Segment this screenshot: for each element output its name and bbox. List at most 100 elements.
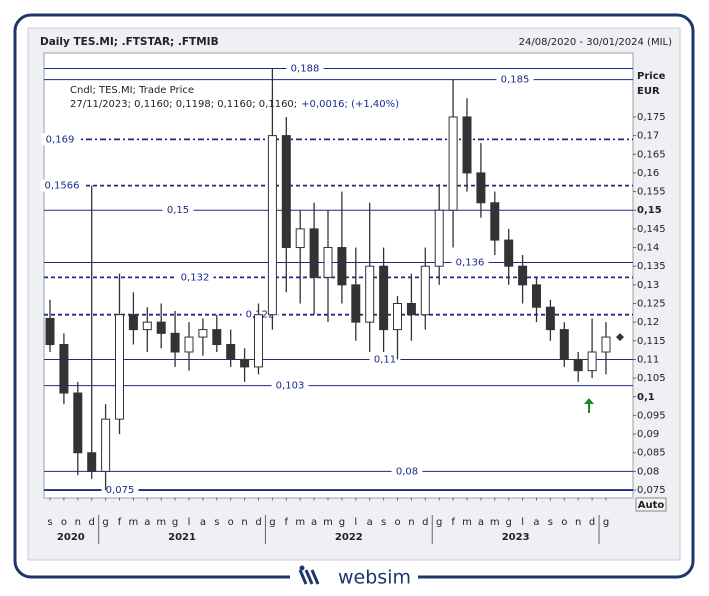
candle-body [323,247,333,278]
x-tick-label: d [89,517,95,528]
level-label: 0,132 [181,272,210,283]
y-tick-label: 0,135 [637,261,666,272]
x-tick-label: f [451,517,455,528]
x-tick-label: l [521,517,524,528]
y-tick-label: 0,08 [637,466,659,477]
x-tick-label: d [255,517,261,528]
x-tick-label: g [172,517,178,528]
x-tick-label: o [561,517,567,528]
date-range: 24/08/2020 - 30/01/2024 (MIL) [519,37,672,48]
arrow-icon [584,398,594,413]
x-tick-label: s [381,517,386,528]
x-tick-label: s [47,517,52,528]
x-tick-label: n [575,517,581,528]
candle-body [476,172,486,204]
y-tick-label: 0,11 [637,354,659,365]
x-tick-label: n [241,517,247,528]
candle-body [87,452,97,472]
chart-title: Daily TES.MI; .FTSTAR; .FTMIB [40,36,219,48]
candle-body [393,303,402,331]
candle-body [73,392,83,454]
candle-body [406,303,416,316]
y-tick-label: 0,095 [637,410,666,421]
x-tick-label: l [188,517,191,528]
y-tick-label: 0,175 [637,112,666,123]
level-label: 0,075 [106,485,135,496]
x-tick-label: m [490,517,500,528]
x-tick-label: g [339,517,345,528]
candle-body [281,135,291,249]
candle-body [434,209,444,267]
candle-body [156,321,166,334]
year-label: 2022 [335,532,363,543]
candle-body [184,336,194,353]
x-tick-label: m [295,517,305,528]
x-tick-label: g [436,517,442,528]
level-label: 0,1566 [45,181,80,192]
y-tick-label: 0,17 [637,131,659,142]
candle-body [337,247,347,286]
x-tick-label: s [214,517,219,528]
level-label: 0,185 [501,75,530,86]
auto-label[interactable]: Auto [638,500,665,511]
auto-button[interactable] [635,497,667,512]
x-tick-label: a [367,517,373,528]
candle-body [559,329,569,360]
x-tick-label: o [394,517,400,528]
x-tick-label: l [354,517,357,528]
level-label-bg [369,353,401,366]
candle-body [601,336,611,353]
info-values: 27/11/2023; 0,1160; 0,1198; 0,1160; 0,11… [70,99,297,110]
y-label: Price [637,71,666,82]
candle-body [115,314,124,420]
x-tick-label: a [200,517,206,528]
legend: Cndl; TES.MI; Trade Price [70,85,194,96]
candle-body [128,314,138,331]
logo-bg [290,566,418,588]
level-label-bg [162,204,194,217]
candle-body [490,202,500,241]
x-tick-label: a [478,517,484,528]
candle-body [226,344,236,360]
y-unit: EUR [637,86,660,97]
candle-body [532,284,541,308]
level-label-bg [451,256,489,269]
level-label: 0,188 [291,63,320,74]
level-label-bg [101,484,139,497]
y-tick-label: 0,16 [637,168,659,179]
year-label: 2021 [168,532,196,543]
y-tick-label: 0,13 [637,280,659,291]
y-tick-label: 0,075 [637,485,666,496]
candle-body [545,306,555,331]
x-tick-label: f [285,517,289,528]
x-tick-label: f [118,517,122,528]
x-tick-label: o [61,517,67,528]
candle-body [587,351,597,372]
candle-body [59,344,69,394]
plot: 0,1880,1850,1690,15660,150,1360,1320,122… [40,62,636,497]
y-tick-label: 0,125 [637,299,666,310]
level-label-bg [41,133,79,146]
x-tick-label: a [144,517,150,528]
level-label-bg [496,73,534,86]
level-label-bg [176,271,214,284]
logo-dot [299,565,305,571]
x-tick-label: a [311,517,317,528]
y-tick-label: 0,105 [637,373,666,384]
candle-body [267,135,277,316]
candle-body [420,265,430,316]
y-tick-label: 0,115 [637,336,666,347]
x-tick-label: d [589,517,595,528]
candle-body [254,314,263,368]
candle-body [212,329,222,346]
x-tick-label: s [548,517,553,528]
y-tick-label: 0,12 [637,317,659,328]
candle-body [101,418,111,472]
level-label-bg [271,379,309,392]
x-tick-label: d [422,517,428,528]
x-tick-label: m [323,517,333,528]
level-label: 0,136 [456,257,485,268]
candle-body [142,321,152,331]
level-label: 0,169 [46,134,75,145]
